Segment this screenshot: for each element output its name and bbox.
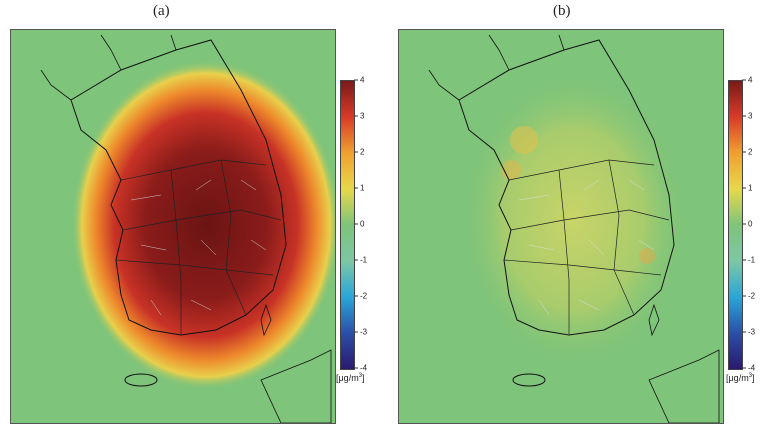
colorbar-tick: 0 — [354, 220, 364, 229]
colorbar-tick-label: 0 — [360, 219, 365, 229]
colorbar-tick-label: -2 — [748, 291, 756, 301]
colorbar-tick: 4 — [354, 76, 364, 85]
colorbar-b — [728, 80, 743, 370]
colorbar-tick-label: -2 — [360, 291, 368, 301]
colorbar-tick-label: -3 — [748, 327, 756, 337]
colorbar-tick: 3 — [354, 112, 364, 121]
colorbar-b-ticks: 4 3 2 1 0 -1 -2 -3 -4 — [742, 76, 768, 373]
colorbar-tick-label: 3 — [360, 111, 365, 121]
colorbar-tick-label: -4 — [748, 363, 756, 373]
colorbar-tick: -4 — [354, 364, 367, 373]
colorbar-tick-label: -1 — [748, 255, 756, 265]
colorbar-tick-label: 0 — [748, 219, 753, 229]
colorbar-tick: 1 — [742, 184, 752, 193]
colorbar-tick: -4 — [742, 364, 755, 373]
colorbar-tick: 2 — [742, 148, 752, 157]
colorbar-b-unit: [μg/m3] — [726, 373, 755, 383]
map-panel-b — [398, 29, 724, 424]
colorbar-tick: -3 — [354, 328, 367, 337]
colorbar-tick-label: 4 — [360, 75, 365, 85]
colorbar-tick: 0 — [742, 220, 752, 229]
colorbar-tick: -2 — [742, 292, 755, 301]
panel-a-label: (a) — [153, 3, 170, 19]
panel-b-label: (b) — [553, 3, 571, 19]
colorbar-tick-label: 4 — [748, 75, 753, 85]
colorbar-tick-label: 2 — [748, 147, 753, 157]
colorbar-a — [340, 80, 355, 370]
colorbar-tick-label: -3 — [360, 327, 368, 337]
colorbar-a-ticks: 4 3 2 1 0 -1 -2 -3 -4 — [354, 76, 384, 373]
colorbar-tick: 3 — [742, 112, 752, 121]
colorbar-tick-label: -1 — [360, 255, 368, 265]
colorbar-tick: -1 — [354, 256, 367, 265]
colorbar-tick-label: 3 — [748, 111, 753, 121]
colorbar-tick-label: 1 — [360, 183, 365, 193]
colorbar-tick: -3 — [742, 328, 755, 337]
colorbar-tick: -2 — [354, 292, 367, 301]
colorbar-tick: 1 — [354, 184, 364, 193]
map-panel-a — [10, 29, 336, 424]
colorbar-tick-label: 1 — [748, 183, 753, 193]
colorbar-tick: -1 — [742, 256, 755, 265]
colorbar-tick-label: -4 — [360, 363, 368, 373]
colorbar-tick: 2 — [354, 148, 364, 157]
colorbar-a-unit: [μg/m3] — [336, 373, 365, 383]
colorbar-tick-label: 2 — [360, 147, 365, 157]
colorbar-tick: 4 — [742, 76, 752, 85]
